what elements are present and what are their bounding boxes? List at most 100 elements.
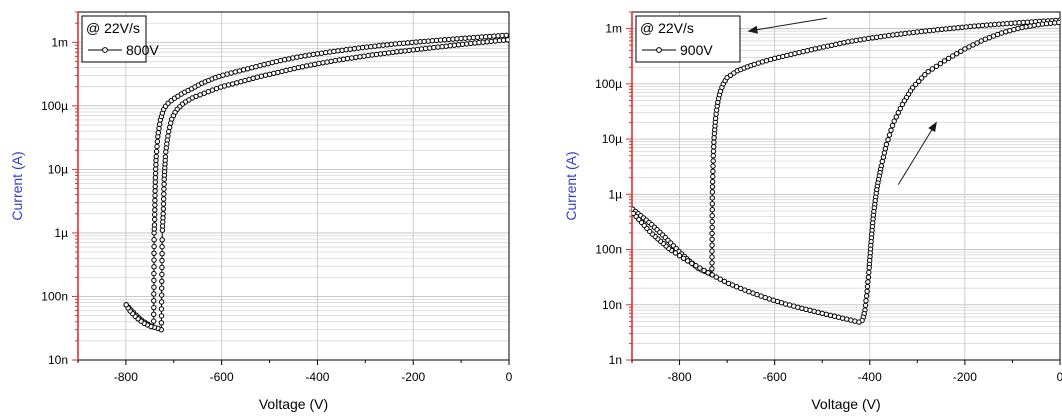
data-point [865,289,869,293]
plot-frame [78,12,509,360]
data-point [710,231,714,235]
data-point [880,159,884,163]
direction-arrow [749,18,827,31]
data-point [169,121,173,125]
data-point [892,119,896,123]
data-point [168,125,172,129]
data-point [164,150,168,154]
x-tick-label: 0 [1057,370,1062,384]
y-axis-ticks [626,12,632,360]
data-point [153,176,157,180]
legend-title: @ 22V/s [86,20,140,36]
data-point [153,203,157,207]
data-point [319,51,323,55]
data-point [160,252,164,256]
data-point [153,189,157,193]
legend-title: @ 22V/s [640,20,694,36]
y-tick-label: 10n [602,298,622,312]
data-point [155,144,159,148]
data-point [890,123,894,127]
data-point [152,265,156,269]
data-point [711,174,715,178]
data-point [711,154,715,158]
y-tick-label: 100µ [41,99,68,113]
y-axis-title: Current (A) [9,151,25,220]
legend: @ 22V/s 900V [636,16,740,62]
data-point [712,140,716,144]
x-tick-label: -400 [305,370,329,384]
data-point [894,115,898,119]
legend-entry: 900V [680,42,713,58]
data-point [162,182,166,186]
data-point [263,73,267,77]
data-point [867,270,871,274]
data-point [710,214,714,218]
data-point [157,126,161,130]
data-point [152,251,156,255]
data-point [153,193,157,197]
data-point [160,245,164,249]
data-point [884,142,888,146]
y-tick-label: 10µ [602,132,622,146]
x-tick-label: -200 [401,370,425,384]
data-point [710,219,714,223]
x-axis-ticks [78,360,509,365]
data-point [154,149,158,153]
y-tick-label: 10n [48,353,68,367]
data-point [153,208,157,212]
data-point [233,70,237,74]
data-point [152,244,156,248]
data-point [124,303,128,307]
direction-arrow [898,122,936,184]
data-point [959,49,963,53]
data-point [673,251,677,255]
data-point [154,167,158,171]
data-point [160,279,164,283]
data-point [152,285,156,289]
data-point [866,275,870,279]
data-point [711,169,715,173]
data-point [162,187,166,191]
data-point [712,145,716,149]
grid-lines [78,12,509,360]
y-axis-ticks [72,12,78,360]
data-point [710,261,714,265]
x-tick-label: -400 [858,370,882,384]
data-point [710,249,714,253]
legend-entry: 800V [126,42,159,58]
data-point [946,56,950,60]
x-axis-title: Voltage (V) [811,396,880,412]
data-point [167,129,171,133]
data-point [152,271,156,275]
y-tick-label: 1n [609,353,622,367]
data-point [889,128,893,132]
data-point [154,154,158,158]
y-tick-label: 1m [51,35,68,49]
x-tick-label: -800 [668,370,692,384]
data-point [710,267,714,271]
data-point [504,33,508,37]
plot-frame [632,12,1060,360]
data-point [159,307,163,311]
y-tick-label: 10µ [48,162,68,176]
y-tick-label: 1µ [54,226,68,240]
data-point [160,228,164,232]
data-point [711,159,715,163]
data-point [711,149,715,153]
data-point [152,319,156,323]
data-point [153,184,157,188]
data-point [865,284,869,288]
data-point [863,303,867,307]
data-point [864,299,868,303]
data-point [153,171,157,175]
data-point [864,294,868,298]
data-point [152,258,156,262]
data-point [152,278,156,282]
data-point [900,102,904,106]
data-point [152,238,156,242]
y-tick-label: 1m [605,22,622,36]
plot-area [124,33,510,332]
legend-marker [103,48,108,53]
